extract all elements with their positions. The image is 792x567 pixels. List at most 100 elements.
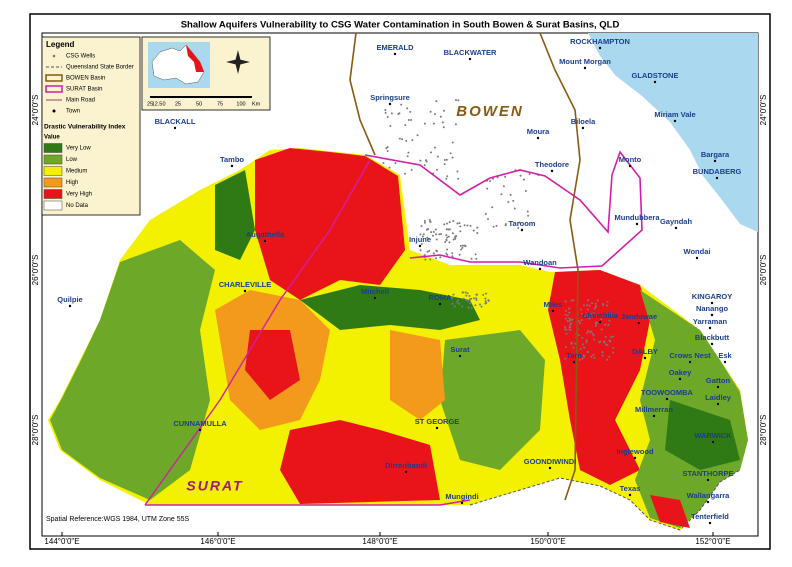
- csg-well: [566, 314, 569, 317]
- csg-well: [482, 293, 485, 296]
- csg-well: [572, 299, 575, 302]
- spatial-reference: Spatial Reference:WGS 1984, UTM Zone 55S: [46, 516, 190, 523]
- csg-well: [459, 225, 462, 228]
- csg-well: [492, 177, 495, 180]
- csg-well: [486, 187, 489, 190]
- csg-well: [603, 340, 606, 343]
- csg-well: [476, 293, 479, 296]
- csg-well: [420, 225, 423, 228]
- bowen-basin-boundary: [539, 32, 581, 501]
- csg-well: [433, 113, 436, 116]
- surat-basin-boundary: [364, 150, 643, 269]
- csg-well: [440, 233, 443, 236]
- csg-well: [384, 108, 387, 111]
- town-label: Dirranbandi: [385, 461, 427, 470]
- csg-well: [446, 253, 449, 256]
- csg-well: [595, 321, 598, 324]
- legend-title: Legend: [46, 40, 75, 49]
- latitude-label: 24°0'0"S: [31, 95, 40, 126]
- town-label: Mitchell: [361, 287, 389, 296]
- town-label: Theodore: [535, 160, 569, 169]
- longitude-label: 144°0'0"E: [44, 537, 79, 546]
- csg-well: [579, 348, 582, 351]
- csg-well: [458, 253, 461, 256]
- csg-well: [422, 233, 425, 236]
- csg-well: [596, 299, 599, 302]
- csg-well: [419, 159, 422, 162]
- csg-well: [435, 249, 438, 252]
- csg-well: [462, 244, 465, 247]
- csg-well: [429, 258, 432, 261]
- town-marker: [263, 239, 267, 243]
- town-marker: [198, 428, 202, 432]
- town-marker: [706, 500, 710, 504]
- town-marker: [520, 228, 524, 232]
- csg-well: [451, 232, 454, 235]
- csg-well: [446, 248, 449, 251]
- csg-well: [462, 291, 465, 294]
- scale-tick-label: 25: [175, 101, 181, 107]
- csg-well: [568, 317, 571, 320]
- legend-index-title: Drastic Vulnerability Index: [44, 124, 126, 131]
- csg-well: [504, 175, 507, 178]
- csg-well: [606, 300, 609, 303]
- town-label: ROCKHAMPTON: [570, 37, 630, 46]
- latitude-label: 26°0'0"S: [759, 255, 768, 286]
- csg-well: [470, 257, 473, 260]
- csg-well: [590, 315, 593, 318]
- csg-well: [584, 312, 587, 315]
- csg-well: [568, 311, 571, 314]
- legend-item: BOWEN Basin: [66, 76, 105, 82]
- csg-well: [456, 170, 459, 173]
- town-marker: [460, 501, 464, 505]
- town-marker: [715, 176, 719, 180]
- csg-well: [443, 163, 446, 166]
- csg-well: [577, 320, 580, 323]
- town-label: Tara: [566, 351, 582, 360]
- town-marker: [373, 296, 377, 300]
- csg-well: [565, 328, 568, 331]
- csg-well: [386, 115, 389, 118]
- csg-well: [594, 302, 597, 305]
- csg-well: [569, 323, 572, 326]
- csg-well: [434, 228, 437, 231]
- csg-well: [450, 297, 453, 300]
- csg-well: [564, 346, 567, 349]
- csg-well: [599, 340, 602, 343]
- csg-well: [468, 302, 471, 305]
- csg-well: [574, 342, 577, 345]
- csg-well: [425, 159, 428, 162]
- csg-well: [451, 141, 454, 144]
- csg-well: [390, 112, 393, 115]
- town-marker: [404, 470, 408, 474]
- csg-well: [608, 355, 611, 358]
- town-marker: [468, 57, 472, 61]
- surat-label: SURAT: [186, 478, 243, 494]
- csg-well: [419, 233, 422, 236]
- csg-well: [432, 230, 435, 233]
- town-marker: [435, 426, 439, 430]
- csg-well: [453, 305, 456, 308]
- csg-well: [568, 328, 571, 331]
- csg-well: [438, 233, 441, 236]
- town-label: Injune: [409, 235, 431, 244]
- csg-well: [583, 304, 586, 307]
- csg-well: [504, 224, 507, 227]
- csg-well: [564, 357, 567, 360]
- csg-well: [472, 297, 475, 300]
- town-marker: [673, 119, 677, 123]
- csg-well: [384, 111, 387, 114]
- legend-item: CSG Wells: [66, 54, 95, 60]
- csg-well: [457, 299, 460, 302]
- csg-well: [593, 356, 596, 359]
- town-label: Biloela: [571, 117, 596, 126]
- town-marker: [550, 169, 554, 173]
- csg-well: [394, 162, 397, 165]
- csg-well: [604, 335, 607, 338]
- town-label: Crows Nest: [669, 351, 711, 360]
- csg-well: [568, 325, 571, 328]
- csg-well: [581, 357, 584, 360]
- town-label: Bargara: [701, 150, 730, 159]
- town-label: Springsure: [370, 93, 410, 102]
- vulnerability-very-high: [255, 148, 405, 300]
